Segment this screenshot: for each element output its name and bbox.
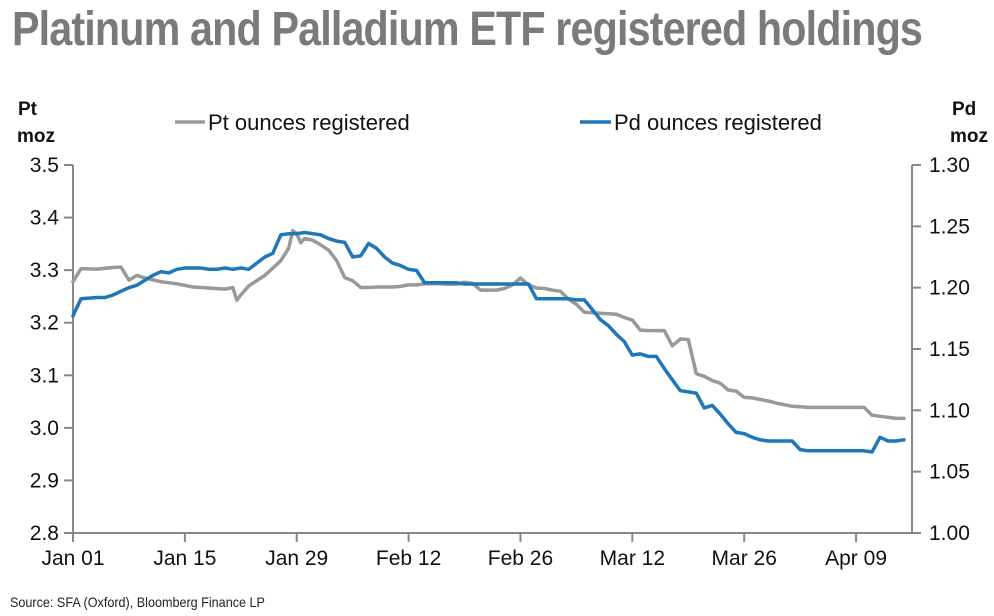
left-axis-ticks: 2.8 2.9 3.0 3.1 3.2 3.3 3.4 3.5 [30,154,73,545]
x-tick-label: Feb 12 [376,547,441,570]
left-tick-label: 2.8 [30,522,59,545]
chart-title: Platinum and Palladium ETF registered ho… [12,3,923,56]
x-tick-label: Feb 26 [488,547,553,570]
left-tick-label: 3.5 [30,154,59,177]
right-axis-ticks: 1.00 1.05 1.10 1.15 1.20 1.25 1.30 [912,154,970,545]
legend-label-pt: Pt ounces registered [208,110,410,135]
x-tick-label: Mar 12 [600,547,665,570]
left-tick-label: 2.9 [30,469,59,492]
left-tick-label: 3.4 [30,207,60,230]
right-tick-label: 1.30 [929,154,970,177]
left-tick-label: 3.3 [30,259,59,282]
right-axis-unit-top: Pd [952,99,976,120]
source-note: Source: SFA (Oxford), Bloomberg Finance … [10,594,265,610]
right-axis-unit-bottom: moz [950,126,988,147]
line-chart: Pt moz Pd moz Pt ounces registered Pd ou… [17,99,988,570]
x-tick-label: Jan 01 [41,547,104,570]
legend: Pt ounces registered Pd ounces registere… [175,110,822,135]
left-tick-label: 3.0 [30,417,59,440]
right-tick-label: 1.00 [929,522,970,545]
left-tick-label: 3.1 [30,364,59,387]
legend-label-pd: Pd ounces registered [614,110,822,135]
left-tick-label: 3.2 [30,312,59,335]
right-tick-label: 1.15 [929,338,970,361]
left-axis-unit-top: Pt [18,99,38,120]
series-layer [71,228,906,454]
series-line-pd [71,230,906,454]
x-tick-label: Mar 26 [712,547,777,570]
x-tick-label: Jan 29 [265,547,328,570]
x-tick-label: Jan 15 [153,547,216,570]
x-tick-label: Apr 09 [825,547,887,570]
right-tick-label: 1.20 [929,277,970,300]
right-tick-label: 1.10 [929,399,970,422]
x-axis-ticks: Jan 01 Jan 15 Jan 29 Feb 12 Feb 26 Mar 12 Mar … [41,533,887,570]
right-tick-label: 1.25 [929,215,970,238]
right-tick-label: 1.05 [929,461,970,484]
left-axis-unit-bottom: moz [17,126,55,147]
series-line-pt [71,228,906,421]
